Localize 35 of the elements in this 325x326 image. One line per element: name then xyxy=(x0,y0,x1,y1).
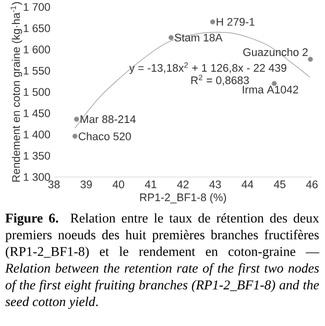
x-axis-title: RP1-2_BF1-8 (%) xyxy=(140,193,226,204)
y-tick-label: 1 350 xyxy=(24,152,50,160)
point xyxy=(272,81,277,86)
point xyxy=(168,35,174,40)
y-tick-label: 1 400 xyxy=(24,130,50,138)
annotation: Stam 18A xyxy=(174,34,223,42)
text: Figure 6. Relation entre le taux de rétention des deux premiers noeuds des huit premières branches fructifères (RP1-2_BF1-8) et le rendement en coton-graine — Relation between the retention rate of the first two nodes of the first eight fruiting branches (RP1-2_BF1-8) and the seed cotton yield. xyxy=(5,213,320,309)
point xyxy=(308,56,313,62)
y-tick-label: 1 300 xyxy=(24,173,50,181)
annotation: y = -13,18x$^{2}$ + 1 126,8x - 22 439 xyxy=(129,62,286,74)
point xyxy=(74,116,80,122)
y-tick-label: 1 600 xyxy=(24,46,50,54)
x-tick-label: 43 xyxy=(209,180,221,188)
x-tick-label: 45 xyxy=(274,180,286,188)
annotation: Mar 88-214 xyxy=(80,115,136,124)
x-tick-label: 42 xyxy=(177,180,189,188)
point xyxy=(72,134,78,139)
point xyxy=(210,19,216,24)
y-tick-label: 1 700 xyxy=(24,3,50,11)
x-tick-label: 39 xyxy=(80,180,92,188)
x-tick-label: 41 xyxy=(144,180,156,188)
x-tick-label: 46 xyxy=(306,180,318,188)
annotation: Chaco 520 xyxy=(78,132,131,140)
annotation: R$^{2}$ = 0,8683 xyxy=(191,74,249,86)
y-tick-label: 1 500 xyxy=(24,88,50,96)
annotation: Irma A1042 xyxy=(242,86,298,94)
x-tick-label: 44 xyxy=(242,180,254,188)
y-tick-label: 1 550 xyxy=(24,66,50,75)
x-tick-label: 40 xyxy=(112,180,124,188)
annotation: H 279-1 xyxy=(216,18,254,26)
y-tick-label: 1 650 xyxy=(24,24,50,32)
annotation: Guazuncho 2 xyxy=(243,48,308,56)
y-tick-label: 1 450 xyxy=(24,109,50,118)
x-tick-label: 38 xyxy=(48,180,60,188)
y-axis-title: Rendement en coton graine (kg·ha$^{-1}$) xyxy=(10,2,22,182)
